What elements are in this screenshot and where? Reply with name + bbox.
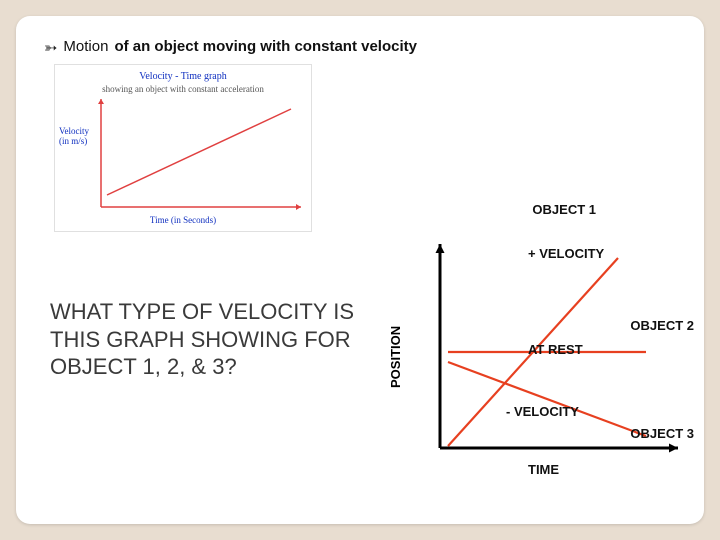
label-plus-velocity: + VELOCITY [528, 246, 604, 261]
label-minus-velocity: - VELOCITY [506, 404, 579, 419]
vt-graph-title: Velocity - Time graph [55, 71, 311, 82]
question-text: WHAT TYPE OF VELOCITY IS THIS GRAPH SHOW… [50, 298, 360, 381]
label-object-2: OBJECT 2 [630, 318, 694, 333]
label-object-1: OBJECT 1 [532, 202, 596, 217]
label-y-axis: POSITION [388, 326, 403, 388]
vt-graph-xlabel: Time (in Seconds) [55, 215, 311, 225]
vt-graph-ylabel: Velocity (in m/s) [59, 127, 89, 147]
vt-ylabel-2: (in m/s) [59, 136, 87, 146]
title-line: ➳ Motion of an object moving with consta… [44, 38, 676, 58]
velocity-time-graph: Velocity - Time graph showing an object … [54, 64, 312, 232]
label-at-rest: AT REST [528, 342, 583, 357]
slide: ➳ Motion of an object moving with consta… [16, 16, 704, 524]
position-time-diagram: OBJECT 1 + VELOCITY OBJECT 2 AT REST - V… [378, 232, 688, 492]
bullet-icon: ➳ [44, 38, 57, 58]
label-x-axis: TIME [528, 462, 559, 477]
vt-graph-subtitle: showing an object with constant accelera… [55, 84, 311, 94]
diagram-svg [378, 232, 688, 492]
label-object-3: OBJECT 3 [630, 426, 694, 441]
title-bold: of an object moving with constant veloci… [114, 38, 417, 55]
vt-ylabel-1: Velocity [59, 126, 89, 136]
title-light: Motion [63, 38, 108, 55]
